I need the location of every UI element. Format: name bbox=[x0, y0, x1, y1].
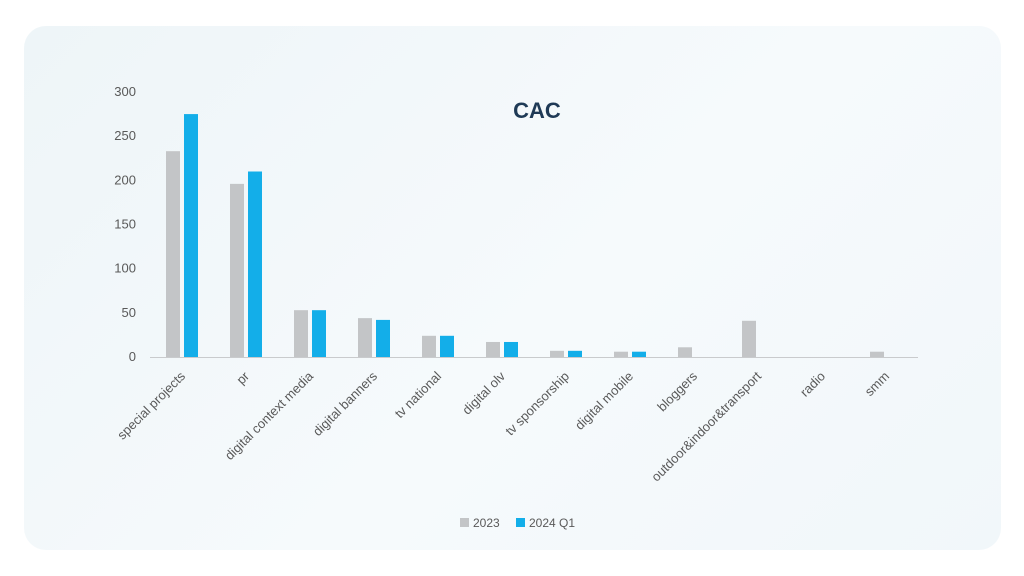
x-tick-label: special projects bbox=[114, 368, 188, 442]
legend-swatch bbox=[460, 518, 469, 527]
x-tick-label: digital mobile bbox=[572, 369, 636, 433]
bar-series-1 bbox=[486, 341, 500, 357]
bar-series-1 bbox=[870, 351, 884, 357]
x-tick-label: radio bbox=[797, 369, 828, 400]
bar-series-1 bbox=[678, 347, 692, 357]
bar-series-2 bbox=[440, 335, 454, 357]
legend: 2023 2024 Q1 bbox=[460, 516, 575, 530]
y-tick-label: 200 bbox=[114, 172, 136, 187]
bar-series-2 bbox=[632, 351, 646, 357]
y-tick-label: 50 bbox=[122, 305, 136, 320]
y-tick-label: 0 bbox=[129, 349, 136, 364]
x-tick-label: tv national bbox=[392, 368, 445, 421]
y-axis: 0 50 100 150 200 250 300 bbox=[114, 84, 136, 364]
bars bbox=[166, 114, 884, 357]
bar-series-2 bbox=[504, 341, 518, 357]
x-tick-label: smm bbox=[862, 369, 893, 400]
x-tick-label: outdoor&indoor&transport bbox=[648, 368, 764, 484]
bar-series-2 bbox=[312, 310, 326, 357]
y-tick-label: 250 bbox=[114, 128, 136, 143]
y-tick-label: 100 bbox=[114, 261, 136, 276]
y-tick-label: 150 bbox=[114, 217, 136, 232]
bar-series-1 bbox=[358, 318, 372, 357]
x-tick-label: digital banners bbox=[310, 368, 381, 439]
legend-label: 2023 bbox=[473, 516, 500, 530]
bar-series-1 bbox=[294, 310, 308, 357]
legend-label: 2024 Q1 bbox=[529, 516, 575, 530]
x-tick-label: bloggers bbox=[654, 368, 700, 414]
bar-series-1 bbox=[230, 183, 244, 357]
bar-series-1 bbox=[166, 151, 180, 357]
bar-series-1 bbox=[550, 350, 564, 357]
legend-swatch bbox=[516, 518, 525, 527]
bar-series-2 bbox=[248, 171, 262, 357]
x-tick-label: digital context media bbox=[222, 368, 317, 463]
bar-series-2 bbox=[184, 114, 198, 357]
x-tick-label: tv sponsorship bbox=[502, 369, 572, 439]
bar-series-2 bbox=[568, 350, 582, 357]
x-tick-label: digital olv bbox=[459, 368, 508, 417]
bar-series-1 bbox=[614, 351, 628, 357]
bar-series-2 bbox=[376, 319, 390, 357]
x-tick-label: pr bbox=[233, 368, 252, 387]
bar-series-1 bbox=[422, 335, 436, 357]
y-tick-label: 300 bbox=[114, 84, 136, 99]
chart-title: CAC bbox=[513, 98, 561, 123]
bar-series-1 bbox=[742, 320, 756, 357]
